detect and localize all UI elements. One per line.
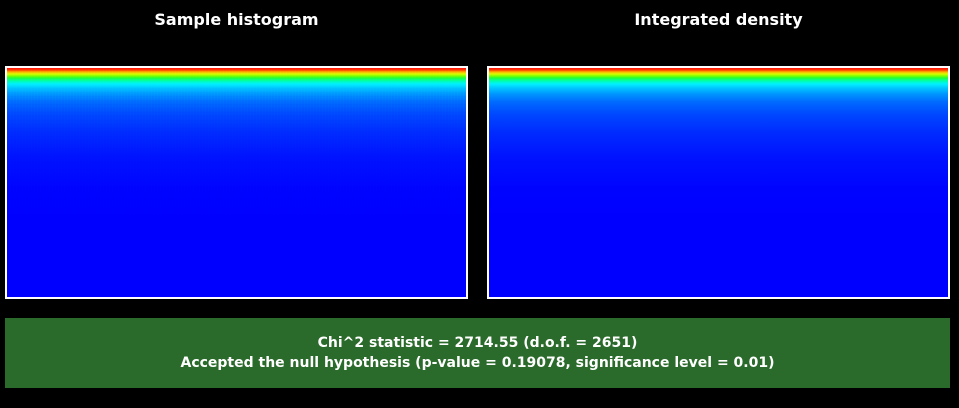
null-hypothesis-result-text: Accepted the null hypothesis (p-value = …: [180, 355, 775, 371]
sample-histogram-noise: [7, 68, 466, 297]
sample-histogram-title: Sample histogram: [154, 10, 319, 29]
integrated-density-heatmap: [489, 68, 948, 297]
sample-histogram-plot: [5, 66, 468, 299]
sample-histogram-heatmap: [7, 68, 466, 297]
result-status-panel: Chi^2 statistic = 2714.55 (d.o.f. = 2651…: [5, 318, 950, 388]
chi-square-statistic-text: Chi^2 statistic = 2714.55 (d.o.f. = 2651…: [317, 335, 638, 351]
integrated-density-plot: [487, 66, 950, 299]
integrated-density-title: Integrated density: [634, 10, 803, 29]
